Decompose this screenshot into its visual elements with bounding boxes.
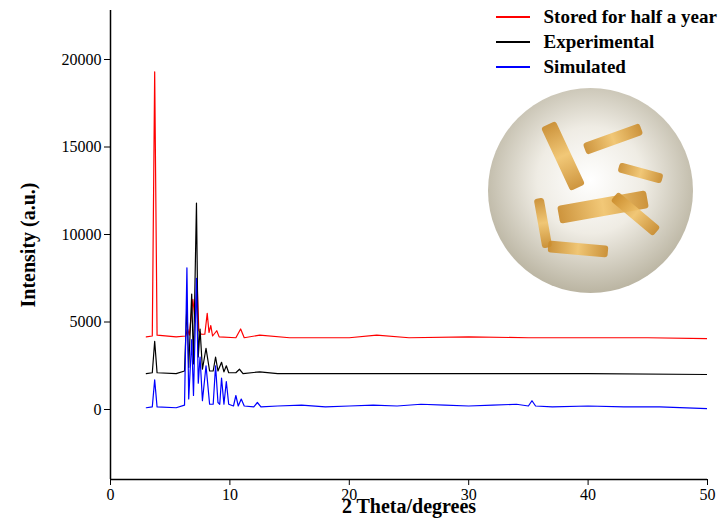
svg-text:2 Theta/degrees: 2 Theta/degrees [342,495,476,518]
svg-text:40: 40 [580,486,596,503]
html-text:Stored for half a year: Stored for half a year [543,5,717,27]
svg-text:10000: 10000 [62,226,102,243]
svg-text:5000: 5000 [70,313,102,330]
svg-text:50: 50 [700,486,716,503]
svg-text:10: 10 [222,486,238,503]
html-text:Simulated: Simulated [543,55,626,77]
svg-text:Intensity (a.u.): Intensity (a.u.) [17,182,40,307]
svg-text:0: 0 [94,401,102,418]
svg-text:20000: 20000 [62,51,102,68]
svg-text:0: 0 [107,486,115,503]
html-text:Experimental: Experimental [543,30,655,52]
svg-text:15000: 15000 [62,138,102,155]
